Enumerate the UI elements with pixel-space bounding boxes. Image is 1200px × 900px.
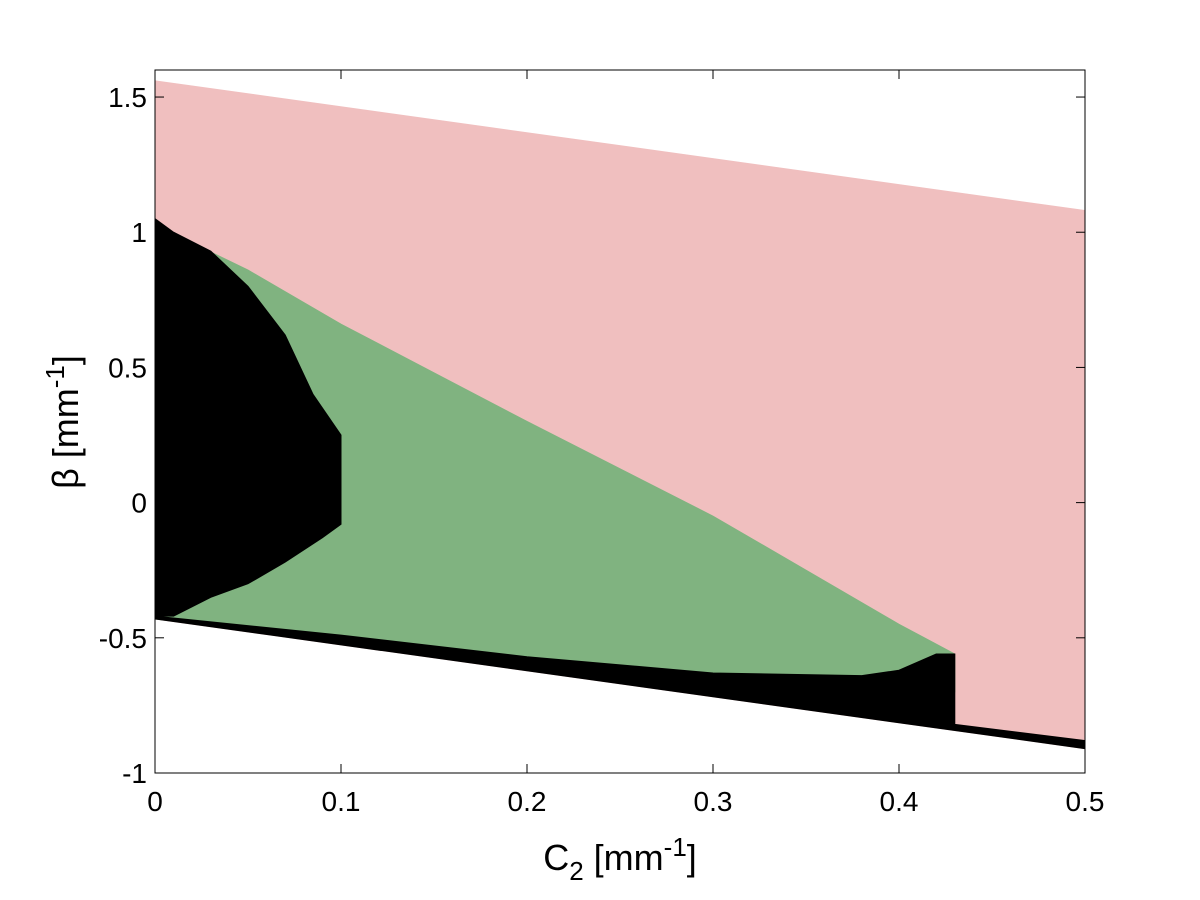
y-label-part: β [mm xyxy=(45,388,86,489)
region xyxy=(154,217,342,617)
x-label-sup: -1 xyxy=(664,832,687,862)
y-tick-label: 1 xyxy=(131,217,147,248)
x-tick-label: 0.2 xyxy=(508,786,547,817)
x-axis-label: C2 [mm-1] xyxy=(543,832,697,886)
x-label-part: ] xyxy=(687,837,697,878)
axes-frame xyxy=(154,69,1086,774)
x-tick-label: 0 xyxy=(147,786,163,817)
x-label-part: [mm xyxy=(584,837,664,878)
y-label-sup: -1 xyxy=(40,365,70,388)
x-tick-label: 0.3 xyxy=(694,786,733,817)
x-tick-label: 0.1 xyxy=(322,786,361,817)
y-tick-label: -0.5 xyxy=(99,623,147,654)
x-tick-label: 0.5 xyxy=(1066,786,1105,817)
x-label-part: C xyxy=(543,837,569,878)
x-tick-label: 0.4 xyxy=(880,786,919,817)
x-label-sub: 2 xyxy=(569,856,583,886)
y-tick-label: 1.5 xyxy=(108,82,147,113)
y-axis-label: β [mm-1] xyxy=(40,355,86,489)
y-label-part: ] xyxy=(45,355,86,365)
y-tick-label: 0 xyxy=(131,488,147,519)
y-tick-label: -1 xyxy=(122,758,147,789)
y-tick-label: 0.5 xyxy=(108,352,147,383)
plot-area xyxy=(154,80,1086,750)
